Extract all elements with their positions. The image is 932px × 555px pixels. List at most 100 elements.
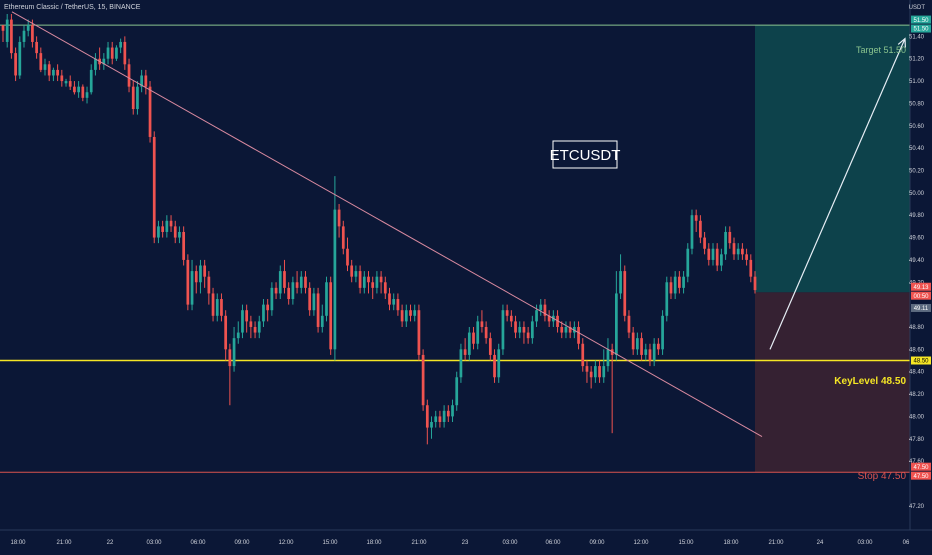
- price-badge-bg: [911, 462, 931, 471]
- candle: [266, 299, 270, 322]
- trade-zones: [755, 25, 910, 473]
- candle: [484, 321, 488, 344]
- candle: [446, 405, 450, 422]
- candle: [623, 265, 627, 322]
- candle-body: [26, 25, 30, 31]
- candle: [52, 67, 55, 82]
- target-label: Target 51.50: [856, 45, 906, 55]
- candle: [430, 416, 433, 439]
- candle-body: [413, 310, 417, 316]
- candle-body: [110, 47, 114, 59]
- price-badge-bg: [911, 471, 931, 480]
- candle: [291, 276, 295, 305]
- price-tick-label: 48.40: [909, 370, 925, 376]
- candle: [333, 176, 337, 361]
- candle-body: [652, 343, 656, 361]
- candle: [350, 259, 354, 283]
- candle: [543, 299, 547, 322]
- time-tick-label: 21:00: [411, 540, 427, 546]
- candle: [497, 343, 501, 383]
- candle-body: [699, 220, 702, 238]
- candle: [614, 271, 618, 361]
- key-level-label: KeyLevel 48.50: [834, 376, 906, 387]
- candle-body: [131, 86, 135, 110]
- price-tick-label: 50.00: [909, 191, 925, 197]
- candle: [140, 69, 144, 93]
- candle: [480, 310, 484, 333]
- candle-body: [438, 416, 442, 422]
- candle-body: [636, 338, 639, 350]
- candle: [157, 220, 160, 244]
- candle-body: [644, 349, 648, 355]
- candle-body: [14, 53, 17, 76]
- time-tick-label: 09:00: [234, 540, 250, 546]
- candle-body: [43, 64, 47, 70]
- candle-body: [484, 326, 488, 339]
- candle: [367, 271, 370, 294]
- candle: [606, 338, 610, 372]
- time-tick-label: 12:00: [633, 540, 649, 546]
- candle: [753, 271, 757, 294]
- candle: [299, 271, 303, 294]
- candle: [421, 349, 425, 411]
- candle: [434, 410, 438, 428]
- candle-body: [325, 282, 328, 316]
- candle-body: [73, 86, 76, 93]
- candle-body: [505, 310, 509, 316]
- candle: [379, 271, 383, 294]
- candle-body: [287, 287, 291, 300]
- candle-body: [165, 220, 169, 232]
- candle: [31, 19, 34, 48]
- candle: [245, 304, 249, 333]
- candle: [35, 36, 38, 59]
- candle: [371, 276, 375, 300]
- candle-body: [144, 75, 148, 87]
- candle-body: [530, 321, 534, 339]
- candle-body: [745, 254, 748, 260]
- candle-body: [18, 41, 22, 76]
- candle: [728, 226, 732, 249]
- candle: [404, 304, 408, 327]
- currency-label: USDT: [908, 5, 925, 11]
- candle-body: [190, 271, 194, 305]
- candle: [636, 332, 639, 355]
- candle: [425, 399, 429, 445]
- candle: [589, 366, 593, 389]
- candle: [741, 243, 744, 260]
- candle: [94, 53, 97, 76]
- candle: [85, 86, 89, 104]
- candle: [560, 321, 564, 339]
- time-tick-label: 21:00: [56, 540, 72, 546]
- candle: [694, 209, 698, 232]
- candle: [207, 271, 211, 305]
- candle: [123, 36, 127, 70]
- candle-body: [266, 304, 270, 311]
- candle: [493, 349, 496, 383]
- candle: [669, 276, 673, 300]
- arrow-head: [897, 37, 906, 48]
- candle: [602, 349, 606, 383]
- candle: [598, 360, 601, 383]
- price-badge: 49.11: [911, 303, 931, 312]
- candle-body: [127, 64, 131, 87]
- candle: [652, 338, 656, 367]
- candle: [316, 287, 320, 333]
- candle-body: [350, 265, 354, 277]
- price-badge: 47.50: [911, 462, 931, 471]
- candle-body: [140, 75, 144, 87]
- candle-body: [455, 377, 459, 406]
- price-tick-label: 51.20: [909, 57, 925, 63]
- candle-body: [337, 209, 341, 227]
- candle: [161, 220, 165, 238]
- price-tick-label: 48.80: [909, 325, 925, 331]
- candle-body: [341, 226, 345, 249]
- time-tick-label: 03:00: [857, 540, 873, 546]
- time-tick-label: 15:00: [678, 540, 694, 546]
- candle-body: [728, 231, 732, 244]
- candle: [413, 304, 417, 322]
- candle: [270, 282, 274, 316]
- candle: [278, 265, 282, 300]
